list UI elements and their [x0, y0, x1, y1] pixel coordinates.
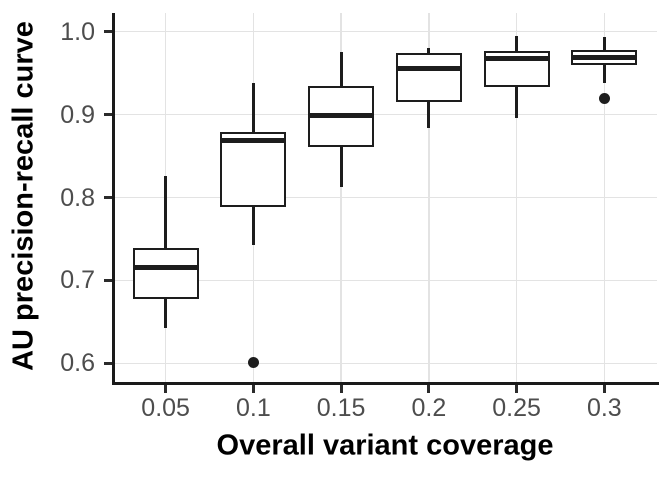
- gridline-vertical: [340, 13, 342, 382]
- x-tick-mark: [427, 385, 431, 393]
- box-whisker-upper: [427, 48, 431, 54]
- x-tick-label: 0.25: [492, 394, 541, 422]
- x-tick-label: 0.15: [316, 394, 366, 422]
- gridline-horizontal: [113, 196, 657, 199]
- box-whisker-upper: [339, 52, 343, 87]
- y-tick-mark: [103, 30, 112, 34]
- y-tick-mark: [103, 361, 112, 365]
- x-tick-label: 0.3: [586, 394, 622, 422]
- gridline-horizontal: [113, 113, 657, 116]
- y-tick-mark: [103, 196, 112, 199]
- y-tick-label: 0.6: [60, 349, 95, 378]
- outlier-point: [598, 93, 610, 105]
- outlier-point: [247, 357, 259, 368]
- x-tick-label: 0.05: [141, 394, 190, 422]
- x-tick-mark: [339, 385, 343, 393]
- gridline-horizontal: [113, 30, 657, 33]
- y-axis-line: [111, 13, 115, 385]
- box-median-line: [220, 137, 287, 143]
- box-whisker-lower: [602, 64, 606, 84]
- y-tick-mark: [103, 278, 112, 282]
- box-median-line: [132, 265, 199, 271]
- x-tick-mark: [251, 385, 255, 393]
- box-median-line: [308, 112, 375, 118]
- y-tick-label: 0.8: [60, 183, 95, 212]
- box-rect: [395, 53, 462, 103]
- x-axis-title: Overall variant coverage: [216, 429, 554, 462]
- box-whisker-upper: [164, 175, 168, 249]
- box-median-line: [571, 54, 638, 60]
- gridline-vertical: [515, 13, 518, 382]
- x-tick-label: 0.2: [411, 394, 447, 422]
- y-tick-label: 1.0: [60, 17, 95, 46]
- x-tick-label: 0.1: [235, 394, 271, 422]
- box-whisker-upper: [515, 35, 519, 51]
- gridline-vertical: [428, 13, 430, 382]
- box-whisker-lower: [251, 206, 255, 245]
- y-tick-label: 0.9: [60, 100, 95, 129]
- x-tick-mark: [602, 385, 606, 393]
- gridline-horizontal: [113, 279, 657, 282]
- box-median-line: [395, 65, 462, 71]
- y-tick-mark: [103, 113, 112, 117]
- box-whisker-lower: [339, 146, 343, 187]
- box-rect: [132, 248, 199, 299]
- y-tick-label: 0.7: [60, 266, 95, 295]
- box-whisker-lower: [427, 102, 431, 128]
- gridline-horizontal: [113, 362, 657, 365]
- x-tick-mark: [515, 385, 519, 393]
- box-whisker-lower: [515, 87, 519, 118]
- x-tick-mark: [164, 385, 168, 393]
- gridline-vertical: [603, 13, 606, 382]
- x-axis-line: [111, 382, 659, 385]
- box-whisker-upper: [251, 83, 255, 132]
- box-whisker-upper: [602, 36, 606, 50]
- box-rect: [220, 131, 287, 207]
- box-whisker-lower: [164, 298, 168, 328]
- box-median-line: [483, 55, 550, 61]
